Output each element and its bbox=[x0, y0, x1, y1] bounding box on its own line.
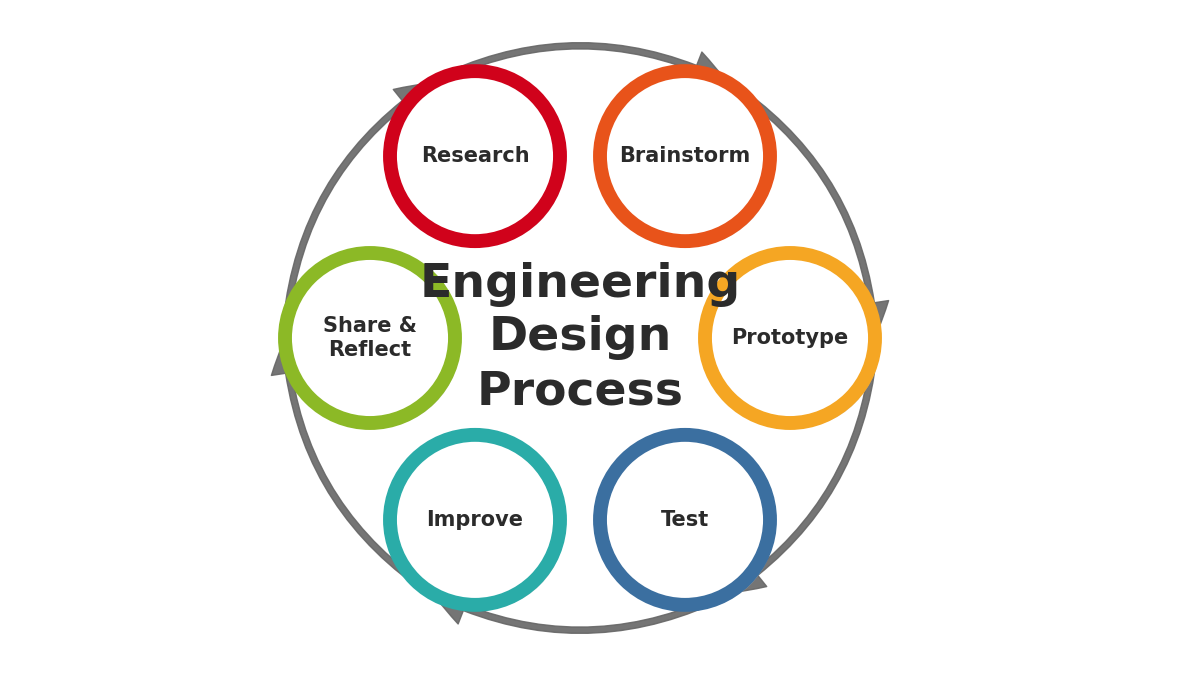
Text: Improve: Improve bbox=[426, 510, 523, 530]
Text: Prototype: Prototype bbox=[731, 328, 848, 348]
FancyArrowPatch shape bbox=[431, 43, 727, 85]
Text: Brainstorm: Brainstorm bbox=[619, 146, 751, 166]
Circle shape bbox=[600, 435, 770, 605]
FancyArrowPatch shape bbox=[727, 338, 878, 593]
Circle shape bbox=[395, 76, 565, 246]
FancyArrowPatch shape bbox=[432, 591, 728, 633]
Text: Share &
Reflect: Share & Reflect bbox=[323, 316, 418, 360]
Text: Engineering
Design
Process: Engineering Design Process bbox=[419, 262, 740, 414]
Circle shape bbox=[390, 71, 560, 241]
Circle shape bbox=[706, 253, 875, 423]
Circle shape bbox=[600, 71, 770, 241]
Circle shape bbox=[395, 440, 565, 610]
Circle shape bbox=[286, 253, 455, 423]
Circle shape bbox=[390, 435, 560, 605]
Circle shape bbox=[710, 258, 880, 428]
Circle shape bbox=[605, 440, 775, 610]
Circle shape bbox=[605, 76, 775, 246]
FancyArrowPatch shape bbox=[726, 80, 889, 338]
Text: Test: Test bbox=[661, 510, 709, 530]
FancyArrowPatch shape bbox=[282, 82, 432, 338]
FancyArrowPatch shape bbox=[271, 338, 434, 596]
Circle shape bbox=[290, 258, 460, 428]
Text: Research: Research bbox=[421, 146, 529, 166]
